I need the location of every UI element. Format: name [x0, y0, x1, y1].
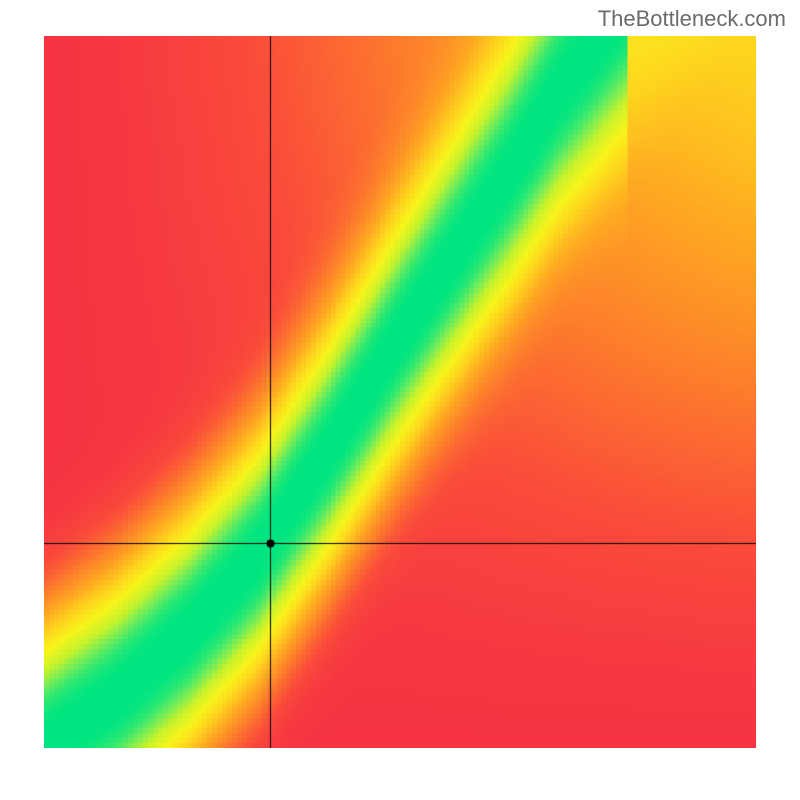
- root: TheBottleneck.com: [0, 0, 800, 800]
- watermark-text: TheBottleneck.com: [598, 6, 786, 32]
- crosshair-overlay: [44, 36, 756, 748]
